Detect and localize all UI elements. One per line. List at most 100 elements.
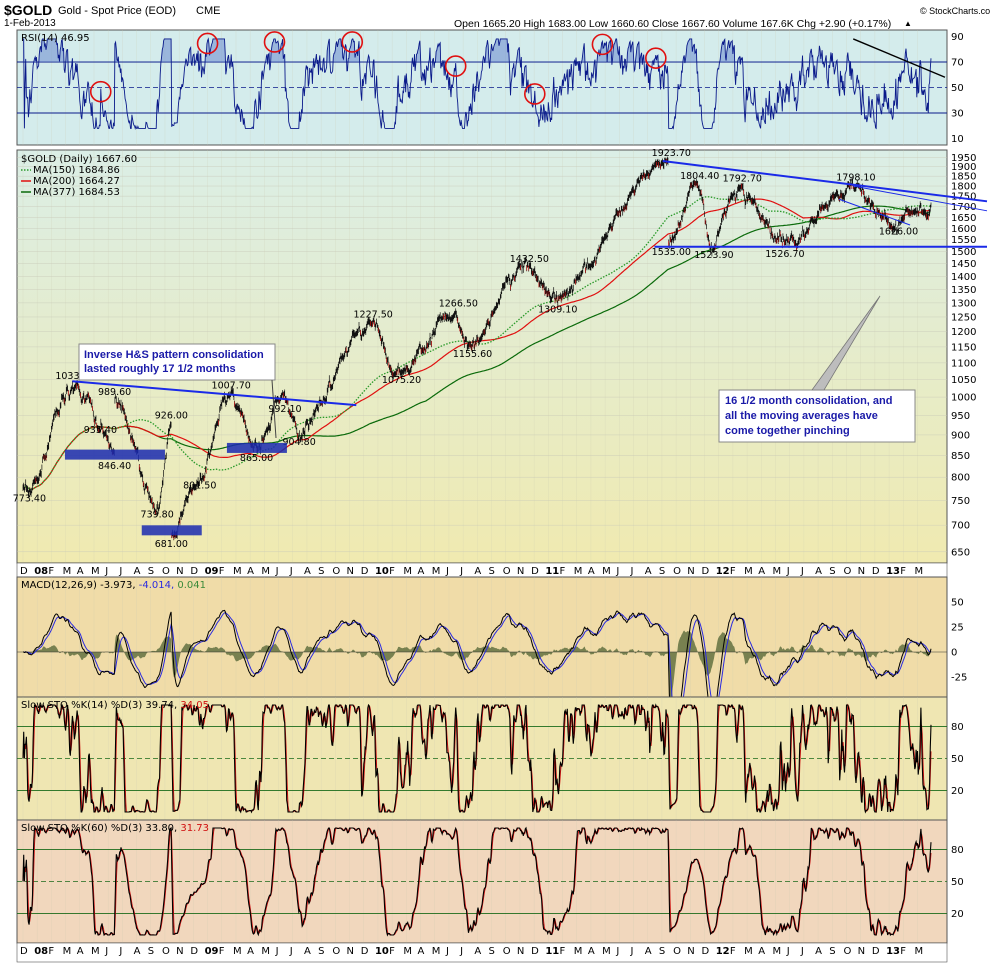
- rsi-peak-circle: [196, 32, 219, 55]
- price-tick-label: 1950: [951, 153, 976, 164]
- x-tick-label: N: [687, 566, 694, 577]
- rsi-tick-label: 70: [951, 57, 964, 68]
- macd-legend-hist: 0.041: [177, 580, 206, 591]
- price-tick-label: 750: [951, 496, 970, 507]
- up-arrow-icon: ▲: [904, 19, 912, 28]
- price-tick-label: 1700: [951, 202, 976, 213]
- x-tick-label: J: [118, 566, 122, 577]
- x-tick-label: D: [872, 946, 880, 957]
- x-tick-label: A: [645, 946, 652, 957]
- annotation-consolidation-pointer: [811, 295, 881, 391]
- x-tick-label: A: [474, 946, 481, 957]
- price-point-label: 1227.50: [354, 309, 393, 320]
- macd-legend-main: MACD(12,26,9) -3.973,: [21, 580, 139, 591]
- rsi-peak-circle: [591, 33, 614, 56]
- annotation-consolidation-box: [718, 389, 916, 443]
- sto-d-line: [22, 703, 932, 814]
- quote-line: Open 1665.20 High 1683.00 Low 1660.60 Cl…: [454, 18, 891, 30]
- sto-k-line: [22, 826, 932, 937]
- x-tick-label: F: [48, 566, 54, 577]
- rsi-tick-label: 30: [951, 109, 964, 120]
- exchange-label: CME: [196, 5, 220, 17]
- price-tick-label: 1300: [951, 298, 976, 309]
- price-tick-label: 900: [951, 430, 970, 441]
- x-tick-label: M: [233, 566, 242, 577]
- x-tick-label: O: [673, 566, 681, 577]
- x-tick-label: A: [77, 566, 84, 577]
- x-tick-label: O: [503, 566, 511, 577]
- x-axis-bottom: D 08 F M A M J J A S O N D 09 F M A M J J A S O N D 10 F M A M J J A S O N D…: [16, 942, 948, 963]
- price-tick-label: 1250: [951, 312, 976, 323]
- macd-tick-label: 25: [951, 623, 964, 634]
- price-tick-label: 1500: [951, 247, 976, 258]
- price-point-label: 801.50: [183, 481, 216, 492]
- price-point-label: 1155.60: [453, 349, 492, 360]
- sto-legend-d: 34.05: [180, 700, 209, 711]
- x-tick-label: 12: [716, 946, 730, 957]
- price-point-label: 1033.90: [55, 371, 94, 382]
- macd-legend: MACD(12,26,9) -3.973, -4.014, 0.041: [21, 580, 206, 591]
- x-tick-label: A: [247, 566, 254, 577]
- rsi-peak-circle: [263, 31, 286, 53]
- price-tick-label: 700: [951, 521, 970, 532]
- price-point-label: 926.00: [155, 411, 188, 422]
- x-tick-label: J: [786, 946, 790, 957]
- x-tick-label: 08: [34, 946, 48, 957]
- x-tick-label: J: [289, 566, 293, 577]
- price-tick-label: 1450: [951, 259, 976, 270]
- price-point-label: 1007.70: [212, 380, 251, 391]
- x-tick-label: D: [702, 946, 710, 957]
- rsi-panel: 10 30 50 70 90 RSI(14) 46.95: [16, 29, 964, 146]
- x-tick-label: M: [772, 566, 781, 577]
- x-tick-label: J: [459, 566, 463, 577]
- x-tick-label: A: [588, 946, 595, 957]
- macd-panel: -25 0 25 50 MACD(12,26,9) -3.973, -4.014, 0.…: [16, 576, 967, 748]
- x-tick-label: O: [162, 946, 170, 957]
- macd-tick-label: -25: [951, 673, 967, 684]
- annotation-hs: Inverse H&S pattern consolidation lasted …: [78, 343, 277, 439]
- x-tick-label: N: [176, 566, 183, 577]
- x-tick-label: F: [219, 566, 225, 577]
- price-point-label: 904.80: [283, 437, 316, 448]
- x-tick-label: J: [615, 566, 619, 577]
- bottom-highlight-box: [226, 442, 287, 453]
- x-tick-label: M: [574, 946, 583, 957]
- sto-legend: Slow STO %K(14) %D(3) 39.74, 34.05: [21, 700, 209, 711]
- price-tick-label: 800: [951, 473, 970, 484]
- x-tick-label: O: [673, 946, 681, 957]
- x-tick-label: J: [104, 566, 108, 577]
- x-tick-label: D: [531, 946, 539, 957]
- macd-line: [23, 609, 932, 748]
- x-tick-label: O: [843, 946, 851, 957]
- price-point-label: 1309.10: [538, 304, 577, 315]
- x-tick-label: O: [843, 566, 851, 577]
- x-tick-label: M: [602, 566, 611, 577]
- legend-entry: MA(200) 1664.27: [33, 176, 120, 187]
- annotation-consolidation-text: all the moving averages have: [725, 410, 878, 422]
- resistance-line: [662, 160, 988, 203]
- annotation-hs-text: Inverse H&S pattern consolidation: [84, 349, 264, 361]
- x-tick-label: J: [445, 566, 449, 577]
- x-tick-label: D: [20, 946, 28, 957]
- x-tick-label: N: [347, 566, 354, 577]
- x-tick-label: J: [118, 946, 122, 957]
- x-tick-label: J: [445, 946, 449, 957]
- price-point-label: 739.80: [141, 509, 174, 520]
- x-tick-label: A: [247, 946, 254, 957]
- x-tick-label: 11: [545, 946, 559, 957]
- x-tick-label: 13: [886, 946, 900, 957]
- x-tick-label: F: [560, 566, 566, 577]
- x-tick-label: S: [318, 566, 324, 577]
- price-point-label: 1432.50: [510, 254, 549, 265]
- x-tick-label: D: [702, 566, 710, 577]
- sto-tick-label: 50: [951, 877, 964, 888]
- price-tick-label: 650: [951, 547, 970, 558]
- price-legend-title: $GOLD (Daily) 1667.60: [21, 154, 137, 165]
- ma150-line: [22, 196, 931, 490]
- x-tick-label: A: [304, 566, 311, 577]
- x-tick-label: A: [645, 566, 652, 577]
- annotation-hs-text: lasted roughly 17 1/2 months: [84, 363, 236, 375]
- rsi-trendline: [852, 38, 946, 78]
